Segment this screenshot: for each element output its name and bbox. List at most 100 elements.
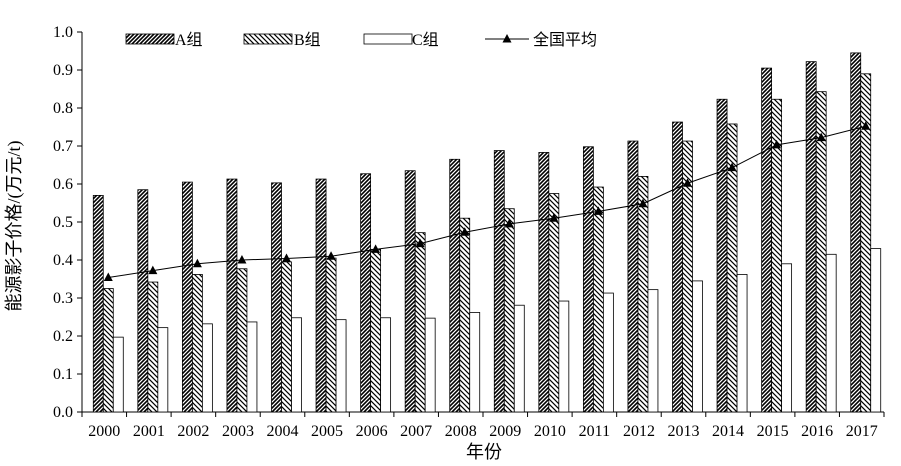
legend-label: B组 <box>294 31 321 49</box>
bar <box>548 193 560 413</box>
bar <box>870 248 882 413</box>
legend-swatch <box>243 33 293 45</box>
y-tick-label: 0.0 <box>53 404 73 421</box>
bar <box>493 150 505 413</box>
legend-label: 全国平均 <box>533 31 597 49</box>
y-tick-label: 0.1 <box>53 366 73 383</box>
x-tick-label: 2011 <box>579 423 610 440</box>
triangle-marker <box>638 198 648 208</box>
bar <box>414 232 426 413</box>
bar <box>736 274 748 413</box>
legend: A组 B组 C组 全国平均 <box>125 31 597 49</box>
triangle-marker <box>326 251 336 260</box>
bars <box>92 52 882 413</box>
bar <box>360 173 372 413</box>
legend-swatch <box>363 33 413 45</box>
y-tick-label: 0.2 <box>53 328 73 345</box>
bar <box>246 321 258 413</box>
x-tick-label: 2015 <box>757 423 789 440</box>
bar <box>147 281 159 413</box>
triangle-marker <box>504 218 514 228</box>
y-tick-label: 0.5 <box>53 214 73 231</box>
bar <box>181 181 193 413</box>
bar <box>271 182 282 413</box>
bar <box>449 158 461 413</box>
x-tick-label: 2001 <box>133 423 165 440</box>
bar <box>538 152 550 413</box>
triangle-marker <box>371 244 381 253</box>
triangle-marker <box>415 238 425 248</box>
bar <box>102 288 114 413</box>
x-tick-label: 2008 <box>445 423 477 440</box>
bar <box>291 317 302 413</box>
triangle-marker <box>549 213 559 222</box>
x-tick-label: 2012 <box>623 423 655 440</box>
bar <box>157 327 169 413</box>
bar <box>335 319 347 413</box>
y-tick-label: 1.0 <box>53 24 73 41</box>
triangle-marker <box>593 206 603 215</box>
triangle-marker <box>103 272 113 281</box>
bar <box>325 257 337 413</box>
legend-label: C组 <box>412 31 439 49</box>
bar <box>805 61 817 413</box>
legend-swatch <box>125 33 175 45</box>
bar <box>647 289 659 413</box>
bar <box>92 194 104 413</box>
x-tick-label: 2003 <box>222 423 254 440</box>
series-line <box>108 125 866 278</box>
bar <box>602 292 614 413</box>
bar <box>315 178 327 413</box>
triangle-marker <box>237 255 247 264</box>
y-tick-label: 0.4 <box>53 252 73 269</box>
bar <box>226 178 238 413</box>
bar <box>191 274 203 413</box>
x-tick-label: 2016 <box>801 423 833 440</box>
x-tick-label: 2014 <box>712 423 744 440</box>
axes: 0.0 0.1 0.2 0.3 0.4 0.5 0.6 0.7 0.8 0.9 1.0 2000 200… <box>53 24 885 440</box>
bar <box>582 146 594 413</box>
bar <box>281 261 292 413</box>
bar <box>815 91 827 413</box>
x-axis-title: 年份 <box>466 442 502 462</box>
y-tick-label: 0.6 <box>53 176 73 193</box>
x-tick-label: 2004 <box>267 423 299 440</box>
legend-marker <box>502 34 512 43</box>
triangle-marker <box>148 265 158 275</box>
bar <box>692 280 703 413</box>
bar <box>513 304 525 413</box>
y-axis-title: 能源影子价格/(万元/t) <box>4 141 25 312</box>
triangle-marker <box>772 139 782 149</box>
x-tick-label: 2009 <box>489 423 521 440</box>
bar <box>592 186 604 413</box>
bar <box>558 300 570 413</box>
bar <box>404 170 416 413</box>
bar <box>781 263 793 413</box>
bar <box>503 208 515 413</box>
x-tick-label: 2005 <box>311 423 343 440</box>
bar <box>201 323 213 413</box>
y-tick-label: 0.9 <box>53 62 73 79</box>
bar <box>761 67 773 413</box>
bar <box>716 98 728 413</box>
triangle-marker <box>816 132 826 142</box>
triangle-marker <box>861 121 871 130</box>
bar <box>627 140 639 413</box>
x-tick-label: 2017 <box>846 423 878 440</box>
bar <box>236 268 248 413</box>
bar <box>459 217 471 413</box>
x-tick-label: 2013 <box>668 423 700 440</box>
bar <box>380 317 392 413</box>
bar <box>469 312 481 413</box>
y-tick-label: 0.8 <box>53 100 73 117</box>
triangle-marker <box>683 178 692 187</box>
bar <box>825 253 837 413</box>
bar <box>637 175 649 413</box>
bar <box>672 121 683 413</box>
triangle-marker <box>192 258 202 268</box>
x-tick-label: 2010 <box>534 423 566 440</box>
bar <box>771 98 783 413</box>
bar <box>726 123 738 413</box>
x-tick-label: 2007 <box>400 423 432 440</box>
